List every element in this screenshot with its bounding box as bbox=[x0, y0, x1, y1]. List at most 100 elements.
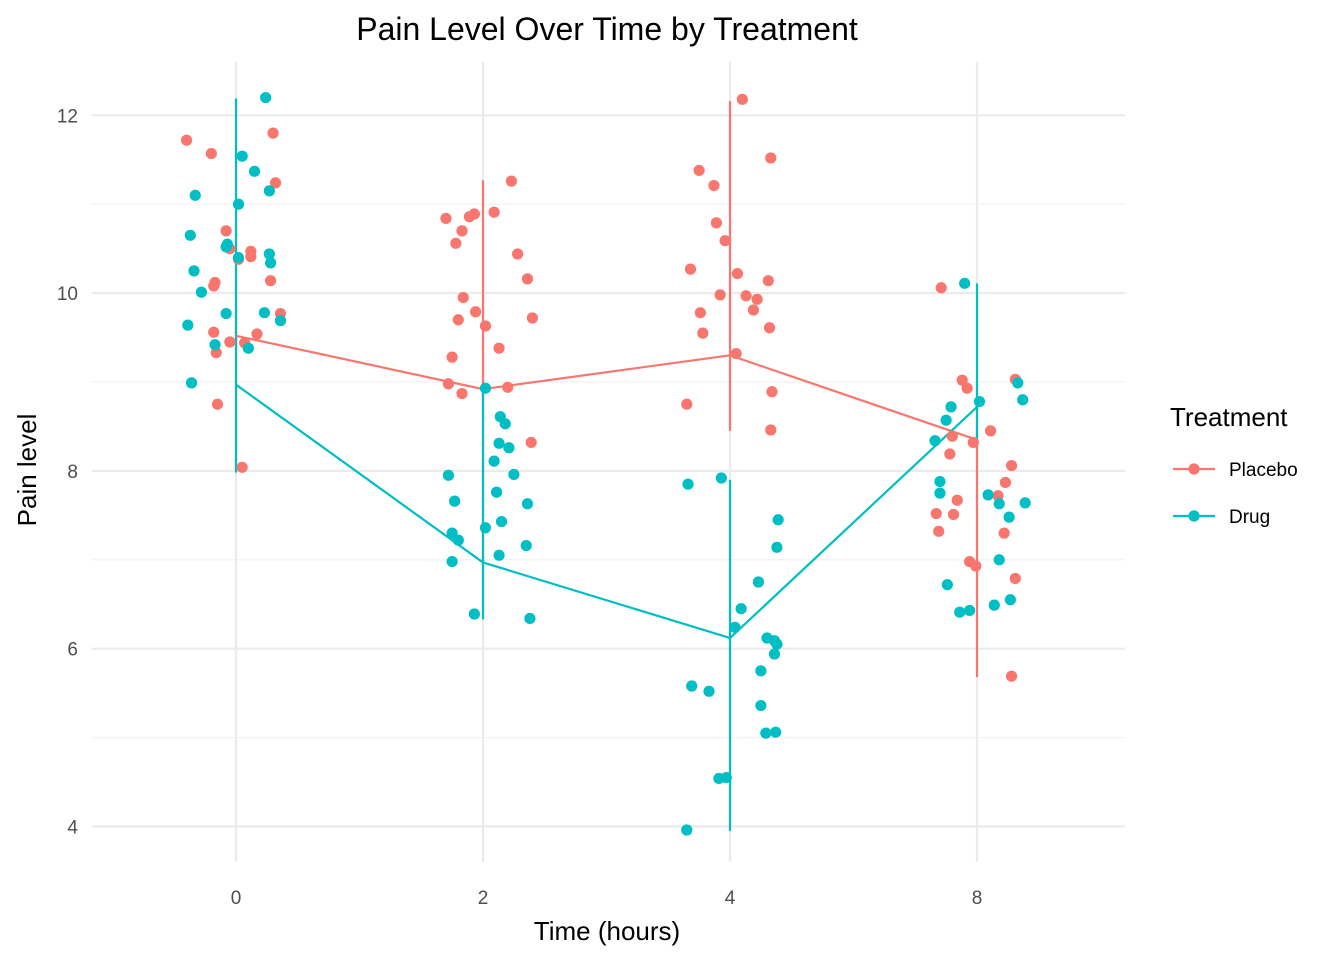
x-tick-label: 0 bbox=[231, 888, 242, 909]
data-point-placebo bbox=[205, 147, 217, 160]
data-point-placebo bbox=[488, 206, 500, 218]
data-point-drug bbox=[236, 150, 248, 162]
data-point-drug bbox=[258, 307, 271, 319]
data-point-placebo bbox=[693, 164, 705, 177]
data-point-placebo bbox=[984, 425, 997, 437]
data-point-drug bbox=[959, 277, 971, 289]
data-point-placebo bbox=[747, 304, 760, 316]
y-axis-title: Pain level bbox=[12, 414, 42, 527]
data-point-drug bbox=[495, 515, 508, 528]
data-point-drug bbox=[195, 286, 208, 298]
grid bbox=[92, 62, 1125, 862]
data-point-placebo bbox=[970, 560, 982, 572]
data-point-drug bbox=[184, 229, 196, 241]
data-point-placebo bbox=[956, 374, 968, 386]
data-point-placebo bbox=[935, 282, 947, 294]
x-tick-label: 8 bbox=[972, 888, 983, 909]
data-point-drug bbox=[729, 621, 741, 633]
data-point-placebo bbox=[766, 386, 778, 398]
data-point-placebo bbox=[762, 275, 774, 287]
data-point-drug bbox=[232, 198, 245, 210]
data-point-placebo bbox=[694, 307, 706, 319]
data-point-drug bbox=[760, 727, 772, 739]
data-point-drug bbox=[929, 435, 941, 447]
y-tick-label: 4 bbox=[67, 817, 78, 838]
data-point-placebo bbox=[264, 275, 277, 287]
data-point-placebo bbox=[442, 378, 455, 390]
data-point-drug bbox=[493, 549, 505, 561]
chart-title: Pain Level Over Time by Treatment bbox=[356, 11, 858, 47]
data-point-drug bbox=[755, 665, 767, 677]
data-point-placebo bbox=[526, 312, 539, 324]
x-axis-title: Time (hours) bbox=[534, 916, 680, 946]
legend-key-point-drug bbox=[1188, 510, 1200, 522]
data-point-placebo bbox=[245, 251, 257, 263]
data-point-placebo bbox=[502, 381, 514, 393]
legend: Treatment Placebo Drug bbox=[1170, 402, 1298, 528]
data-point-drug bbox=[493, 437, 505, 449]
data-point-placebo bbox=[946, 430, 958, 442]
legend-label-drug: Drug bbox=[1229, 507, 1270, 528]
legend-label-placebo: Placebo bbox=[1229, 460, 1298, 481]
data-point-drug bbox=[188, 265, 200, 277]
data-point-drug bbox=[185, 377, 198, 389]
data-point-drug bbox=[248, 165, 261, 177]
data-point-drug bbox=[934, 475, 946, 488]
data-point-drug bbox=[940, 414, 952, 426]
data-point-placebo bbox=[740, 290, 752, 302]
data-point-drug bbox=[446, 555, 458, 568]
data-point-drug bbox=[954, 606, 966, 618]
x-tick-label: 2 bbox=[478, 888, 489, 909]
data-point-drug bbox=[945, 401, 957, 413]
legend-title: Treatment bbox=[1170, 402, 1288, 432]
data-point-drug bbox=[508, 468, 520, 481]
data-point-placebo bbox=[208, 280, 220, 292]
data-point-drug bbox=[524, 612, 536, 625]
data-point-drug bbox=[1004, 594, 1016, 606]
data-point-placebo bbox=[765, 152, 777, 164]
data-point-drug bbox=[479, 522, 492, 534]
data-point-drug bbox=[1012, 377, 1024, 389]
data-point-placebo bbox=[751, 293, 763, 305]
data-point-drug bbox=[963, 604, 976, 617]
data-point-placebo bbox=[456, 225, 468, 237]
data-point-placebo bbox=[697, 327, 709, 339]
data-point-placebo bbox=[1005, 670, 1018, 682]
data-point-drug bbox=[263, 185, 275, 197]
data-point-drug bbox=[263, 248, 275, 260]
data-point-placebo bbox=[446, 351, 458, 363]
data-point-drug bbox=[768, 648, 781, 660]
data-point-placebo bbox=[468, 208, 480, 220]
data-point-drug bbox=[220, 241, 232, 253]
data-point-placebo bbox=[933, 525, 945, 537]
data-point-drug bbox=[934, 487, 946, 499]
data-point-drug bbox=[941, 579, 953, 591]
data-point-drug bbox=[442, 469, 455, 481]
data-point-placebo bbox=[998, 527, 1010, 539]
data-point-placebo bbox=[1005, 459, 1018, 472]
data-point-drug bbox=[715, 472, 727, 484]
data-point-placebo bbox=[947, 508, 960, 521]
data-point-drug bbox=[264, 257, 277, 269]
data-point-placebo bbox=[440, 212, 452, 225]
data-point-drug bbox=[755, 699, 767, 712]
data-point-drug bbox=[713, 772, 725, 785]
y-tick-label: 12 bbox=[57, 106, 78, 127]
data-point-drug bbox=[182, 319, 194, 331]
x-tick-labels: 0 2 4 8 bbox=[231, 888, 983, 909]
data-point-drug bbox=[703, 685, 715, 697]
data-point-placebo bbox=[1009, 572, 1021, 585]
data-point-drug bbox=[772, 514, 784, 526]
data-point-placebo bbox=[944, 448, 956, 460]
data-point-placebo bbox=[967, 436, 979, 449]
data-point-placebo bbox=[730, 347, 742, 360]
data-point-placebo bbox=[714, 289, 726, 301]
legend-key-point-placebo bbox=[1188, 463, 1200, 475]
error-bars bbox=[234, 98, 979, 831]
data-point-placebo bbox=[763, 322, 776, 334]
data-point-placebo bbox=[684, 263, 697, 275]
data-point-drug bbox=[1003, 511, 1015, 523]
data-point-placebo bbox=[493, 342, 505, 354]
data-point-drug bbox=[209, 339, 221, 351]
